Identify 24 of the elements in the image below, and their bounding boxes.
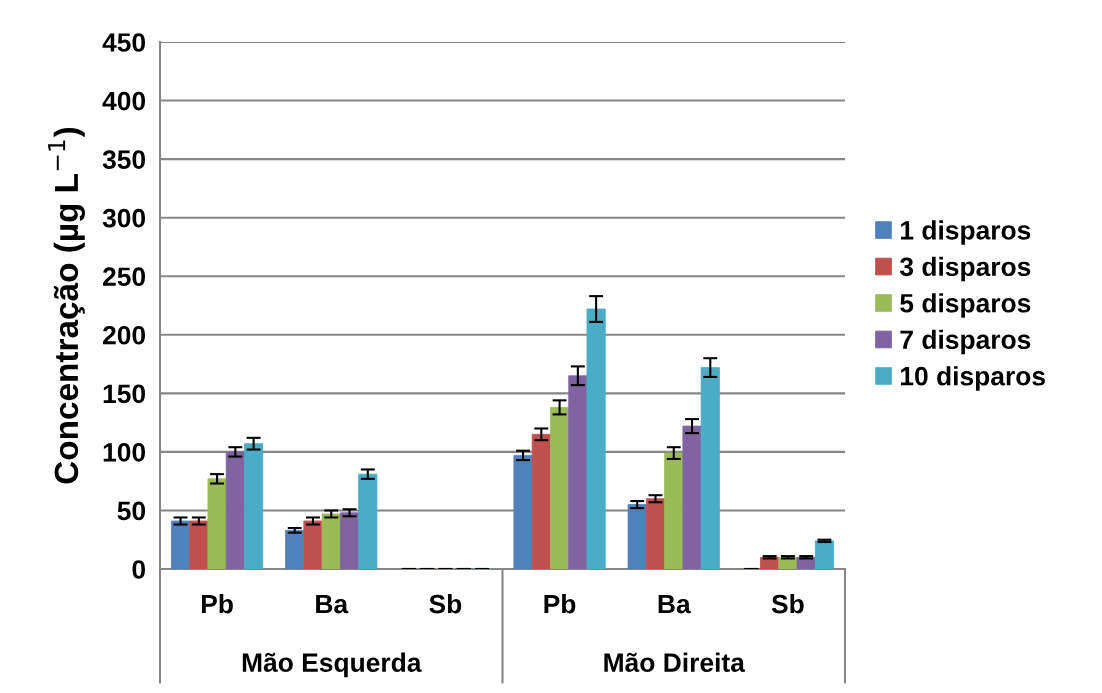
text: Mão Direita — [604, 652, 746, 672]
legend-label: 7 disparos — [900, 329, 1031, 355]
y-tick-label: 250 — [103, 267, 146, 287]
x-tick-label: Ba — [316, 594, 349, 614]
y-tick-label: 450 — [102, 33, 146, 52]
y-tick-label: 0 — [132, 560, 146, 579]
x-tick-label: Sb — [771, 594, 804, 614]
x-tick-label: Pb — [544, 594, 576, 614]
y-tick-label: 150 — [103, 384, 146, 404]
x-tick-label: Pb — [201, 594, 233, 614]
y-tick-label: 100 — [103, 443, 146, 462]
x-tick-label: Sb — [429, 594, 462, 614]
text: Mão Esquerda — [242, 652, 422, 678]
legend-label: 3 disparos — [899, 256, 1031, 282]
y-axis-title: Concentração (µg L$^{−1}$) — [48, 127, 85, 484]
legend-label: 5 disparos — [900, 293, 1031, 318]
y-tick-label: 400 — [102, 91, 146, 111]
y-tick-label: 300 — [102, 208, 146, 228]
y-tick-label: 200 — [103, 325, 146, 345]
legend-label: 1 disparos — [901, 220, 1031, 245]
y-tick-label: 350 — [102, 150, 146, 169]
legend-label: 10 disparos — [901, 366, 1045, 391]
x-tick-label: Ba — [658, 594, 691, 614]
y-tick-label: 50 — [117, 501, 146, 521]
